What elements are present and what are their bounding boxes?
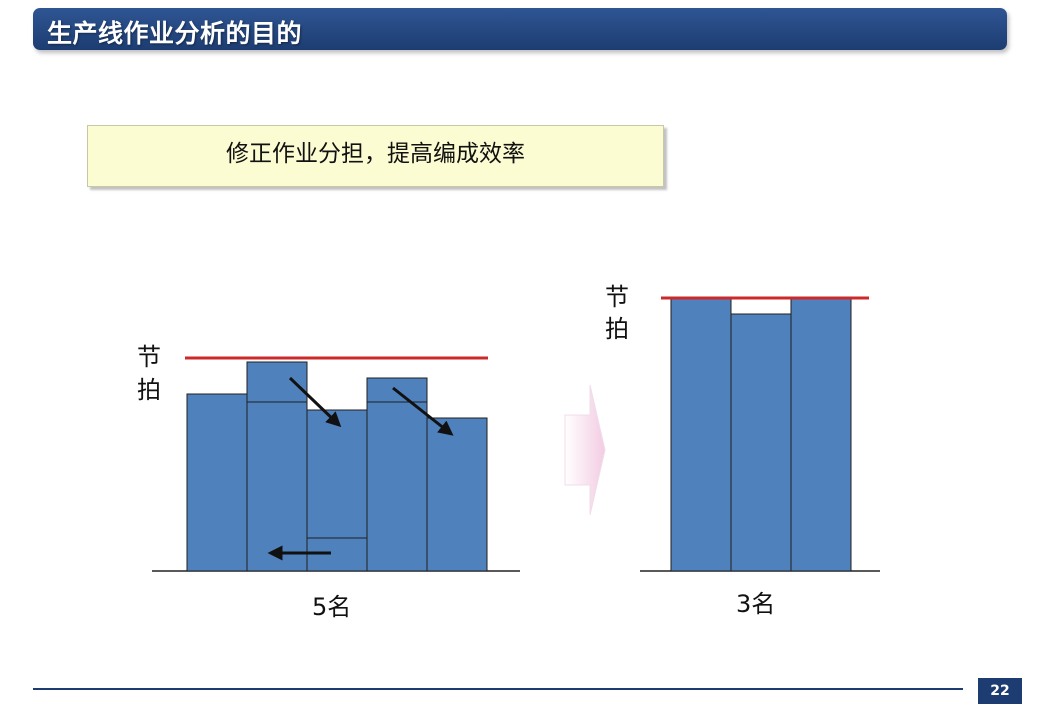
transition-arrow [564,384,606,516]
left-station-bar-1 [186,393,248,572]
left-takt-label-top: 节 [137,343,161,371]
left-caption: 5名 [312,593,352,621]
page-number: 22 [978,678,1022,704]
rebalance-arrow-1 [288,376,342,428]
left-station-bar-3 [306,409,368,572]
left-station-bar-2 [246,361,308,572]
rebalance-arrow-2 [392,386,454,436]
right-takt-label-top: 节 [605,283,629,311]
right-station-bar-3 [790,298,852,572]
left-chart [152,356,520,572]
left-station-bar-4 [366,377,428,572]
right-caption: 3名 [736,590,776,618]
right-chart [640,296,880,572]
footer-divider [33,688,963,690]
subtitle-text: 修正作业分担，提高编成效率 [226,141,525,167]
left-takt-label-bottom: 拍 [137,376,161,404]
title-bar: 生产线作业分析的目的 [33,8,1007,50]
page-title: 生产线作业分析的目的 [47,19,303,48]
right-station-bar-2 [730,313,792,572]
right-station-bar-1 [670,298,732,572]
right-takt-label-bottom: 拍 [605,315,629,343]
subtitle-box: 修正作业分担，提高编成效率 [87,125,664,187]
left-station-bar-5 [426,417,488,572]
